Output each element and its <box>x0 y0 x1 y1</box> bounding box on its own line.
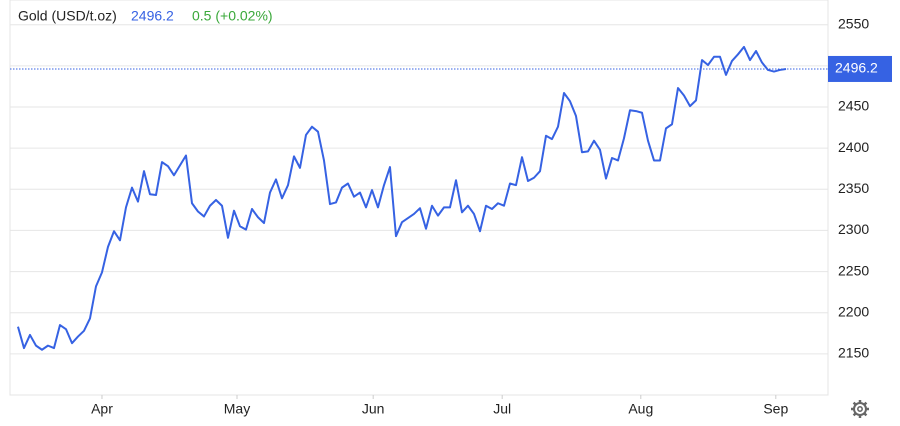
y-tick-label: 2400 <box>838 139 869 155</box>
y-tick-label: 2250 <box>838 262 869 278</box>
price-change: 0.5 (+0.02%) <box>192 8 273 24</box>
last-price-label: 2496.2 <box>835 60 878 76</box>
price-line <box>17 45 787 351</box>
x-tick-label: Aug <box>628 401 653 417</box>
gear-hub <box>857 406 863 412</box>
last-price-box <box>828 55 892 82</box>
y-tick-label: 2150 <box>838 345 869 361</box>
plot-frame <box>9 0 829 396</box>
x-tick-label: Sep <box>763 401 788 417</box>
y-tick-label: 2550 <box>838 15 869 31</box>
plot: 215022002250230023502400245025002550AprM… <box>9 0 892 417</box>
x-tick-label: Jun <box>362 401 385 417</box>
chart-title: Gold (USD/t.oz) <box>18 8 117 24</box>
last-price: 2496.2 <box>131 8 174 24</box>
x-tick-label: Apr <box>91 401 113 417</box>
gear-teeth <box>851 400 869 418</box>
y-tick-label: 2450 <box>838 98 869 114</box>
x-tick-label: May <box>224 401 250 417</box>
settings-icon[interactable] <box>851 400 869 418</box>
y-tick-label: 2200 <box>838 303 869 319</box>
y-tick-label: 2350 <box>838 180 869 196</box>
x-tick-label: Jul <box>493 401 511 417</box>
y-tick-label: 2300 <box>838 221 869 237</box>
